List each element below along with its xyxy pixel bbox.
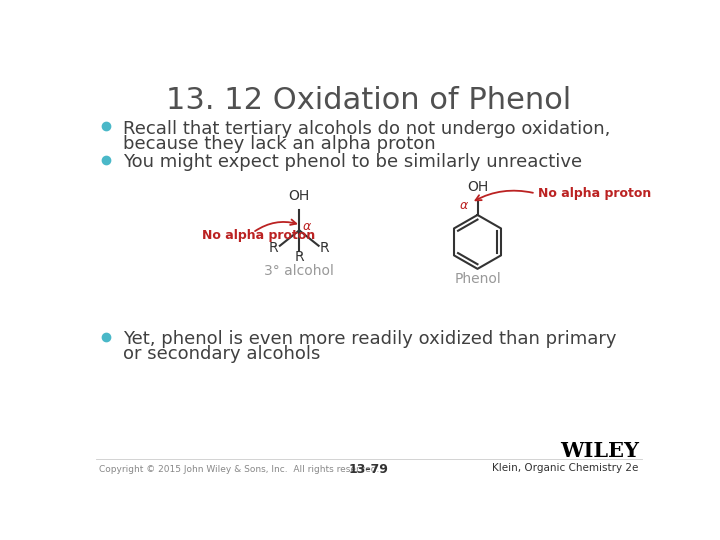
Text: Yet, phenol is even more readily oxidized than primary: Yet, phenol is even more readily oxidize… [122,330,616,348]
Text: R: R [269,241,279,255]
Text: OH: OH [467,180,488,194]
Text: Recall that tertiary alcohols do not undergo oxidation,: Recall that tertiary alcohols do not und… [122,120,610,138]
Text: 13. 12 Oxidation of Phenol: 13. 12 Oxidation of Phenol [166,85,572,114]
Text: Copyright © 2015 John Wiley & Sons, Inc.  All rights reserved.: Copyright © 2015 John Wiley & Sons, Inc.… [99,464,379,474]
Text: α: α [460,199,468,212]
Text: OH: OH [289,190,310,204]
Text: because they lack an alpha proton: because they lack an alpha proton [122,135,435,153]
Text: 3° alcohol: 3° alcohol [264,264,334,278]
Text: Klein, Organic Chemistry 2e: Klein, Organic Chemistry 2e [492,463,639,473]
Text: 13-79: 13-79 [349,463,389,476]
Text: or secondary alcohols: or secondary alcohols [122,345,320,363]
Text: You might expect phenol to be similarly unreactive: You might expect phenol to be similarly … [122,153,582,171]
Text: No alpha proton: No alpha proton [538,187,651,200]
Text: R: R [294,251,304,264]
Text: WILEY: WILEY [559,441,639,461]
Text: Phenol: Phenol [454,272,501,286]
Text: No alpha proton: No alpha proton [202,230,315,242]
Text: α: α [302,220,310,233]
Text: R: R [320,241,330,255]
